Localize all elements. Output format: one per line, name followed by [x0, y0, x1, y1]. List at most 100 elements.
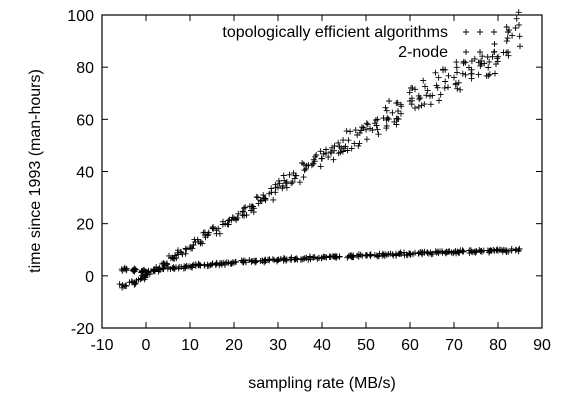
data-point [254, 194, 261, 201]
data-point [209, 225, 216, 232]
data-point [473, 248, 480, 255]
data-point [389, 109, 396, 116]
data-point [344, 254, 351, 261]
data-point [385, 251, 392, 257]
data-point [509, 32, 516, 39]
x-tick-label: 80 [489, 337, 507, 354]
data-point [299, 256, 306, 263]
data-point [478, 58, 484, 64]
data-point [445, 72, 452, 79]
data-point [383, 122, 390, 129]
data-point [423, 92, 430, 99]
data-point [409, 85, 416, 92]
data-point [241, 212, 248, 219]
data-point [216, 230, 223, 237]
data-point [418, 102, 425, 109]
data-point [468, 58, 475, 65]
data-point [396, 250, 403, 257]
data-point [229, 214, 236, 221]
data-point [459, 70, 466, 77]
data-point [517, 43, 523, 50]
data-point [315, 254, 322, 261]
data-point [331, 147, 338, 154]
legend-plus [491, 49, 497, 55]
legend-plus [477, 49, 483, 55]
data-point [439, 249, 446, 256]
series-2-node [118, 245, 523, 276]
data-point [209, 260, 216, 267]
legend-plus [463, 29, 469, 35]
data-point [412, 86, 418, 93]
data-point [204, 263, 211, 270]
data-point [241, 257, 248, 264]
data-point [515, 247, 522, 254]
data-point [302, 166, 309, 172]
data-point [182, 245, 189, 252]
data-point [367, 125, 373, 132]
data-point [343, 128, 350, 135]
data-point [445, 84, 451, 91]
data-point [270, 196, 277, 203]
data-point [397, 101, 404, 108]
data-point [228, 260, 235, 267]
data-point [429, 92, 436, 99]
data-point [499, 248, 506, 255]
data-point [424, 87, 431, 94]
data-point [381, 253, 388, 259]
data-point [272, 184, 279, 191]
data-point [513, 15, 520, 22]
data-point [283, 178, 290, 185]
data-point [460, 58, 467, 65]
data-point [250, 209, 257, 216]
data-point [355, 142, 362, 149]
data-point [359, 124, 365, 131]
data-point [398, 110, 404, 117]
data-point [487, 247, 494, 253]
data-point [435, 74, 442, 81]
data-point [279, 183, 286, 189]
data-point [333, 255, 340, 261]
data-point [485, 64, 492, 71]
data-point [218, 260, 225, 267]
data-point [318, 155, 325, 162]
data-point [210, 225, 217, 232]
data-point [406, 89, 413, 96]
x-tick-label: 10 [181, 337, 199, 354]
data-point [269, 256, 276, 263]
data-point [119, 282, 126, 288]
data-point [494, 246, 501, 253]
data-point [455, 79, 462, 86]
data-point [126, 279, 133, 286]
data-point [317, 163, 324, 170]
data-point [161, 261, 168, 267]
data-point [262, 258, 269, 265]
data-point [283, 184, 290, 191]
legend-plus [505, 49, 511, 55]
data-point [313, 152, 320, 158]
legend-marker-topologically-efficient-algorithms [463, 29, 511, 35]
data-point [503, 24, 510, 30]
data-point [435, 248, 441, 255]
data-points [116, 9, 523, 291]
data-point [437, 91, 444, 98]
data-point [235, 210, 242, 217]
y-tick-label: 60 [76, 112, 94, 129]
data-point [159, 265, 166, 272]
data-point [308, 162, 315, 169]
data-point [417, 94, 424, 101]
data-point [326, 253, 333, 260]
data-point [122, 282, 129, 289]
data-point [337, 149, 344, 156]
data-point [363, 136, 370, 143]
x-tick-label: -10 [90, 337, 113, 354]
data-point [175, 265, 182, 272]
legend-plus [477, 29, 483, 35]
data-point [486, 71, 493, 78]
data-point [233, 216, 239, 223]
data-point [242, 204, 249, 211]
data-point [375, 131, 382, 138]
x-tick-label: 70 [445, 337, 463, 354]
data-point [257, 197, 264, 204]
data-point [232, 258, 239, 265]
